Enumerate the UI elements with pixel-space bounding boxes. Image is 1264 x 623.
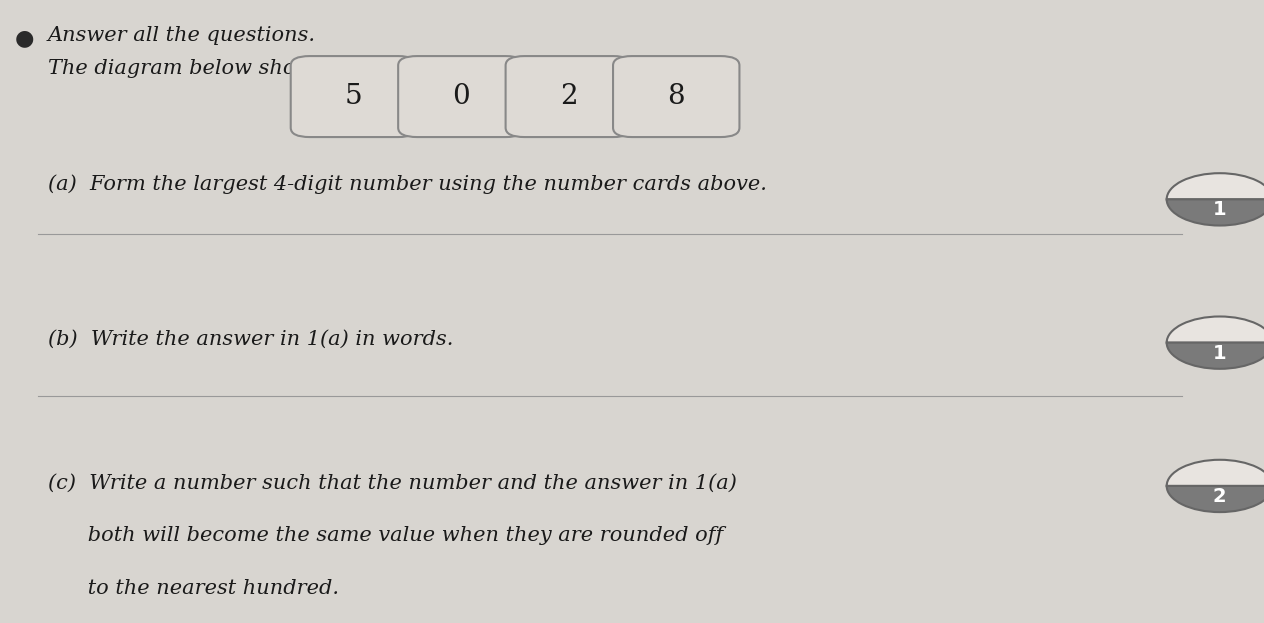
FancyBboxPatch shape [291,56,417,137]
Wedge shape [1167,343,1264,369]
FancyBboxPatch shape [613,56,739,137]
Text: 2: 2 [1213,487,1226,506]
Text: (b)  Write the answer in 1(a) in words.: (b) Write the answer in 1(a) in words. [48,330,454,349]
Text: 2: 2 [560,83,578,110]
Wedge shape [1167,199,1264,226]
Text: Answer all the questions.: Answer all the questions. [48,26,316,45]
Wedge shape [1167,486,1264,512]
Text: 1: 1 [1213,201,1226,219]
Wedge shape [1167,173,1264,199]
Text: (a)  Form the largest 4-digit number using the number cards above.: (a) Form the largest 4-digit number usin… [48,174,767,194]
Wedge shape [1167,316,1264,343]
Text: both will become the same value when they are rounded off: both will become the same value when the… [48,526,723,545]
Text: (c)  Write a number such that the number and the answer in 1(a): (c) Write a number such that the number … [48,473,737,492]
FancyBboxPatch shape [398,56,525,137]
Text: The diagram below shows four number cards.: The diagram below shows four number card… [48,59,536,78]
Text: 8: 8 [667,83,685,110]
Wedge shape [1167,460,1264,486]
Text: to the nearest hundred.: to the nearest hundred. [48,579,339,598]
Text: 0: 0 [453,83,470,110]
Text: 5: 5 [345,83,363,110]
FancyBboxPatch shape [506,56,632,137]
Text: 1: 1 [1213,344,1226,363]
Text: ●: ● [15,28,34,48]
